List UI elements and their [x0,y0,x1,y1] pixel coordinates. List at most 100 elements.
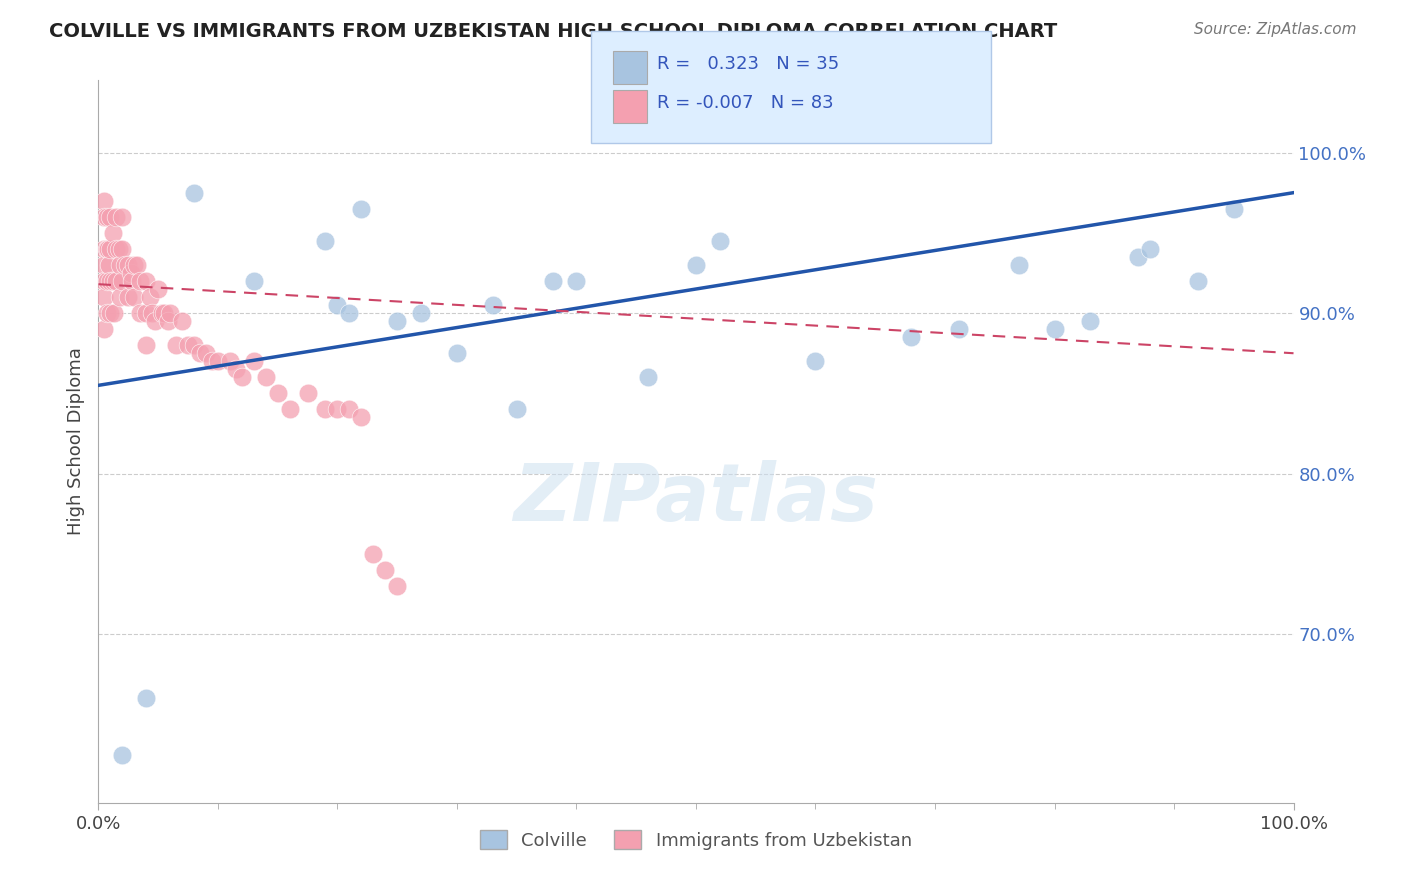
Point [1187,274,1209,288]
Point [96,306,118,320]
Point [374,563,396,577]
Point [411,306,433,320]
Point [135,306,157,320]
Point [278,402,301,417]
Point [231,370,253,384]
Point [156,314,179,328]
Point [243,274,266,288]
Point [339,306,361,320]
Point [103,306,125,320]
Point [350,202,373,216]
Point [108,290,131,304]
Point [105,242,128,256]
Point [129,306,152,320]
Point [481,298,505,312]
Point [326,298,349,312]
Point [97,242,120,256]
Point [93,210,115,224]
Point [98,210,122,224]
Point [120,266,142,280]
Point [1043,322,1066,336]
Point [1008,258,1031,272]
Point [1080,314,1102,328]
Point [143,314,166,328]
Point [111,242,134,256]
Point [111,210,134,224]
Point [506,402,529,417]
Point [135,274,157,288]
Point [101,226,124,240]
Point [565,274,588,288]
Point [117,258,139,272]
Point [114,258,136,272]
Point [195,346,218,360]
Point [111,274,134,288]
Point [93,258,115,272]
Point [1128,250,1150,264]
Point [315,402,337,417]
Point [685,258,707,272]
Point [107,242,129,256]
Point [159,306,181,320]
Point [98,274,122,288]
Point [183,338,205,352]
Point [96,274,118,288]
Legend: Colville, Immigrants from Uzbekistan: Colville, Immigrants from Uzbekistan [471,822,921,859]
Point [385,314,409,328]
Point [709,234,731,248]
Point [105,210,128,224]
Point [148,282,170,296]
Point [93,194,115,208]
Y-axis label: High School Diploma: High School Diploma [66,348,84,535]
Point [153,306,176,320]
Point [93,274,115,288]
Text: R =   0.323   N = 35: R = 0.323 N = 35 [657,55,839,73]
Point [1139,242,1161,256]
Text: R = -0.007   N = 83: R = -0.007 N = 83 [657,95,834,112]
Point [141,306,163,320]
Point [201,354,224,368]
Point [98,306,122,320]
Point [804,354,827,368]
Point [948,322,970,336]
Text: Source: ZipAtlas.com: Source: ZipAtlas.com [1194,22,1357,37]
Text: COLVILLE VS IMMIGRANTS FROM UZBEKISTAN HIGH SCHOOL DIPLOMA CORRELATION CHART: COLVILLE VS IMMIGRANTS FROM UZBEKISTAN H… [49,22,1057,41]
Point [139,290,162,304]
Point [150,306,173,320]
Point [385,579,409,593]
Point [165,338,187,352]
Point [183,186,205,200]
Point [225,362,247,376]
Point [207,354,229,368]
Point [900,330,922,344]
Point [124,258,146,272]
Point [96,210,118,224]
Point [93,242,115,256]
Point [105,274,128,288]
Point [446,346,468,360]
Point [254,370,277,384]
Point [98,258,121,272]
Point [326,402,349,417]
Point [93,322,115,336]
Point [243,354,266,368]
Point [101,274,124,288]
Point [219,354,242,368]
Point [267,386,290,401]
Point [637,370,659,384]
Text: ZIPatlas: ZIPatlas [513,460,879,539]
Point [135,691,157,706]
Point [129,274,152,288]
Point [315,234,337,248]
Point [363,547,385,561]
Point [339,402,361,417]
Point [111,747,134,762]
Point [108,258,131,272]
Point [135,338,157,352]
Point [188,346,211,360]
Point [172,314,194,328]
Point [125,258,148,272]
Point [121,274,143,288]
Point [96,242,118,256]
Point [117,290,139,304]
